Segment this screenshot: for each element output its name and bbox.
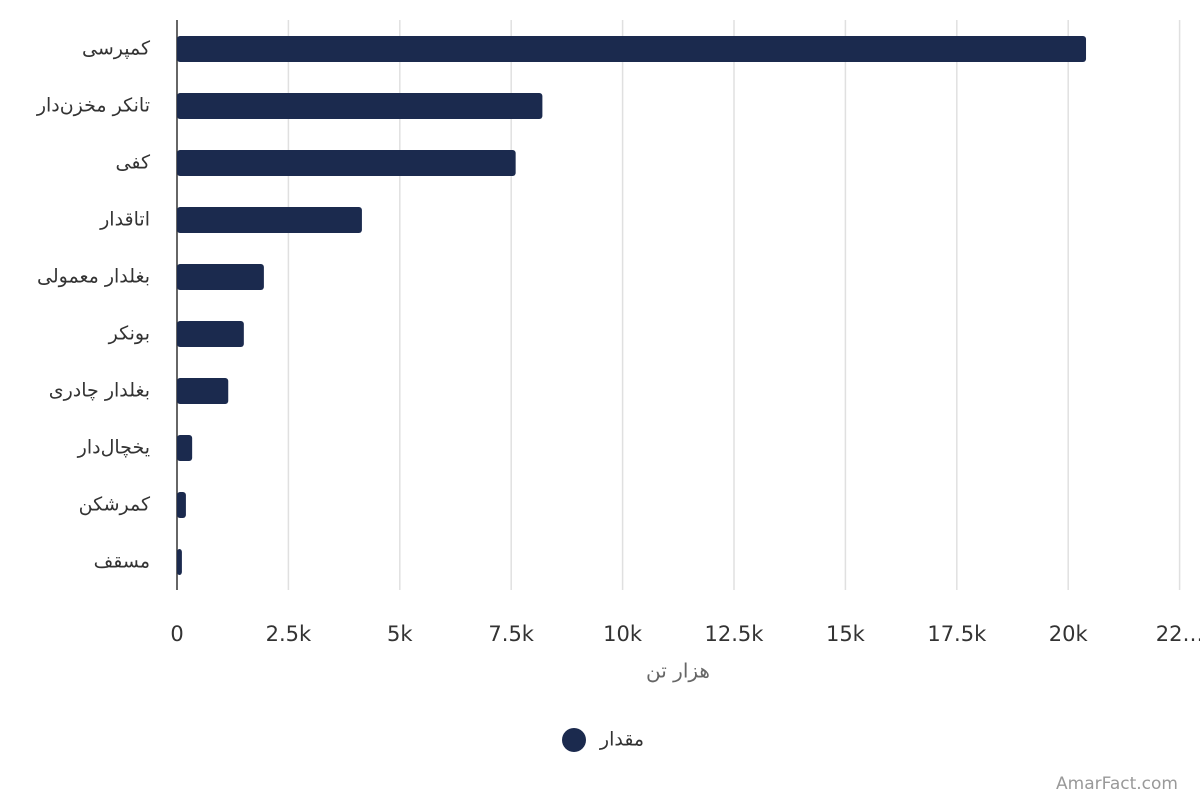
bar <box>177 36 1087 62</box>
bar <box>177 492 186 518</box>
x-tick-label: 0 <box>170 622 183 646</box>
bar <box>177 93 543 119</box>
x-tick-label: 2.5k <box>266 622 312 646</box>
y-tick-label: تانکر مخزن‌دار <box>36 95 150 117</box>
bar <box>177 321 244 347</box>
y-tick-label: بونکر <box>108 323 150 345</box>
x-tick-label: 10k <box>603 622 643 646</box>
x-axis-label: هزار تن <box>646 659 710 683</box>
x-tick-label: 20k <box>1049 622 1089 646</box>
x-tick-label: 17.5k <box>927 622 987 646</box>
x-tick-label: 7.5k <box>488 622 534 646</box>
legend-label: مقدار <box>599 729 644 751</box>
bar <box>177 264 264 290</box>
legend-marker <box>562 728 586 752</box>
y-tick-label: یخچال‌دار <box>77 437 150 459</box>
bar <box>177 435 193 461</box>
watermark: AmarFact.com <box>1056 774 1178 794</box>
bar <box>177 207 362 233</box>
x-tick-label: 12.5k <box>705 622 765 646</box>
y-tick-label: کفی <box>116 152 151 174</box>
x-tick-label: 5k <box>387 622 413 646</box>
x-tick-label: 15k <box>826 622 866 646</box>
x-tick-label: 22… <box>1156 622 1200 646</box>
y-tick-label: بغلدار معمولی <box>37 266 150 288</box>
y-tick-label: کمرشکن <box>79 494 151 516</box>
bar <box>177 378 229 404</box>
y-tick-label: بغلدار چادری <box>49 380 150 402</box>
y-tick-label: کمپرسی <box>82 38 151 60</box>
y-tick-label: مسقف <box>94 551 150 573</box>
bar <box>177 549 182 575</box>
bar <box>177 150 516 176</box>
y-tick-label: اتاقدار <box>99 209 150 231</box>
